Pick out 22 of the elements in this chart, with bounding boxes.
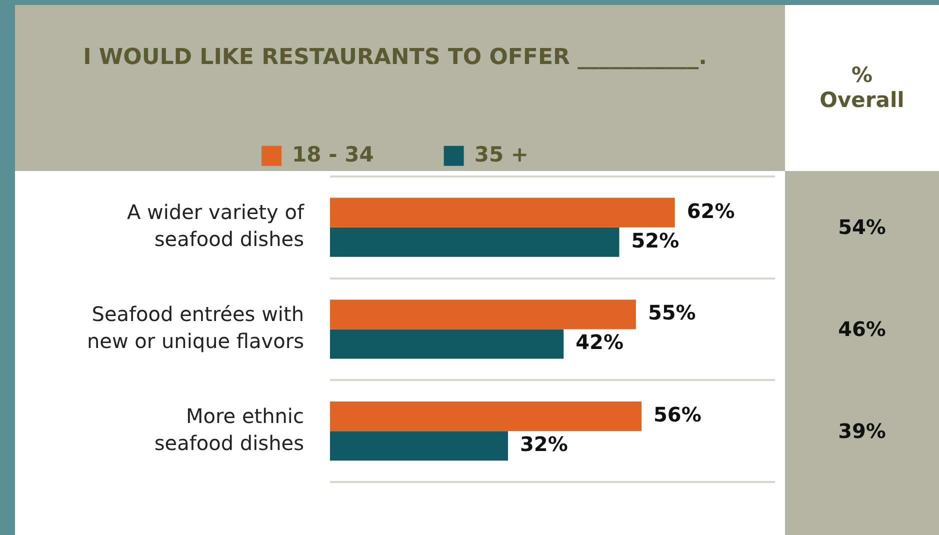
y-tick-label: Seafood entrées with new or unique flavors: [86, 302, 304, 353]
bar: [330, 300, 636, 330]
bar: [330, 198, 675, 228]
data-label: 55%: [648, 300, 696, 325]
chart-title: I WOULD LIKE RESTAURANTS TO OFFER ___________.: [83, 44, 707, 70]
data-label: 62%: [686, 198, 735, 223]
bar: [330, 227, 620, 257]
data-label: 56%: [654, 402, 702, 426]
data-label: 32%: [520, 432, 568, 456]
legend-label: 35 +: [474, 142, 528, 166]
bar: [330, 402, 642, 432]
text: 54%: [837, 214, 887, 242]
bar: [330, 329, 564, 359]
text: % Overall: [785, 5, 939, 172]
data-label: 52%: [631, 228, 680, 252]
text: 39%: [837, 418, 887, 446]
data-label: 42%: [576, 330, 624, 354]
text: 46%: [837, 316, 887, 344]
y-tick-label: More ethnic seafood dishes: [154, 404, 304, 455]
legend-label: 18 - 34: [292, 142, 374, 166]
bar: [330, 431, 508, 461]
y-tick-label: A wider variety of seafood dishes: [126, 200, 305, 252]
